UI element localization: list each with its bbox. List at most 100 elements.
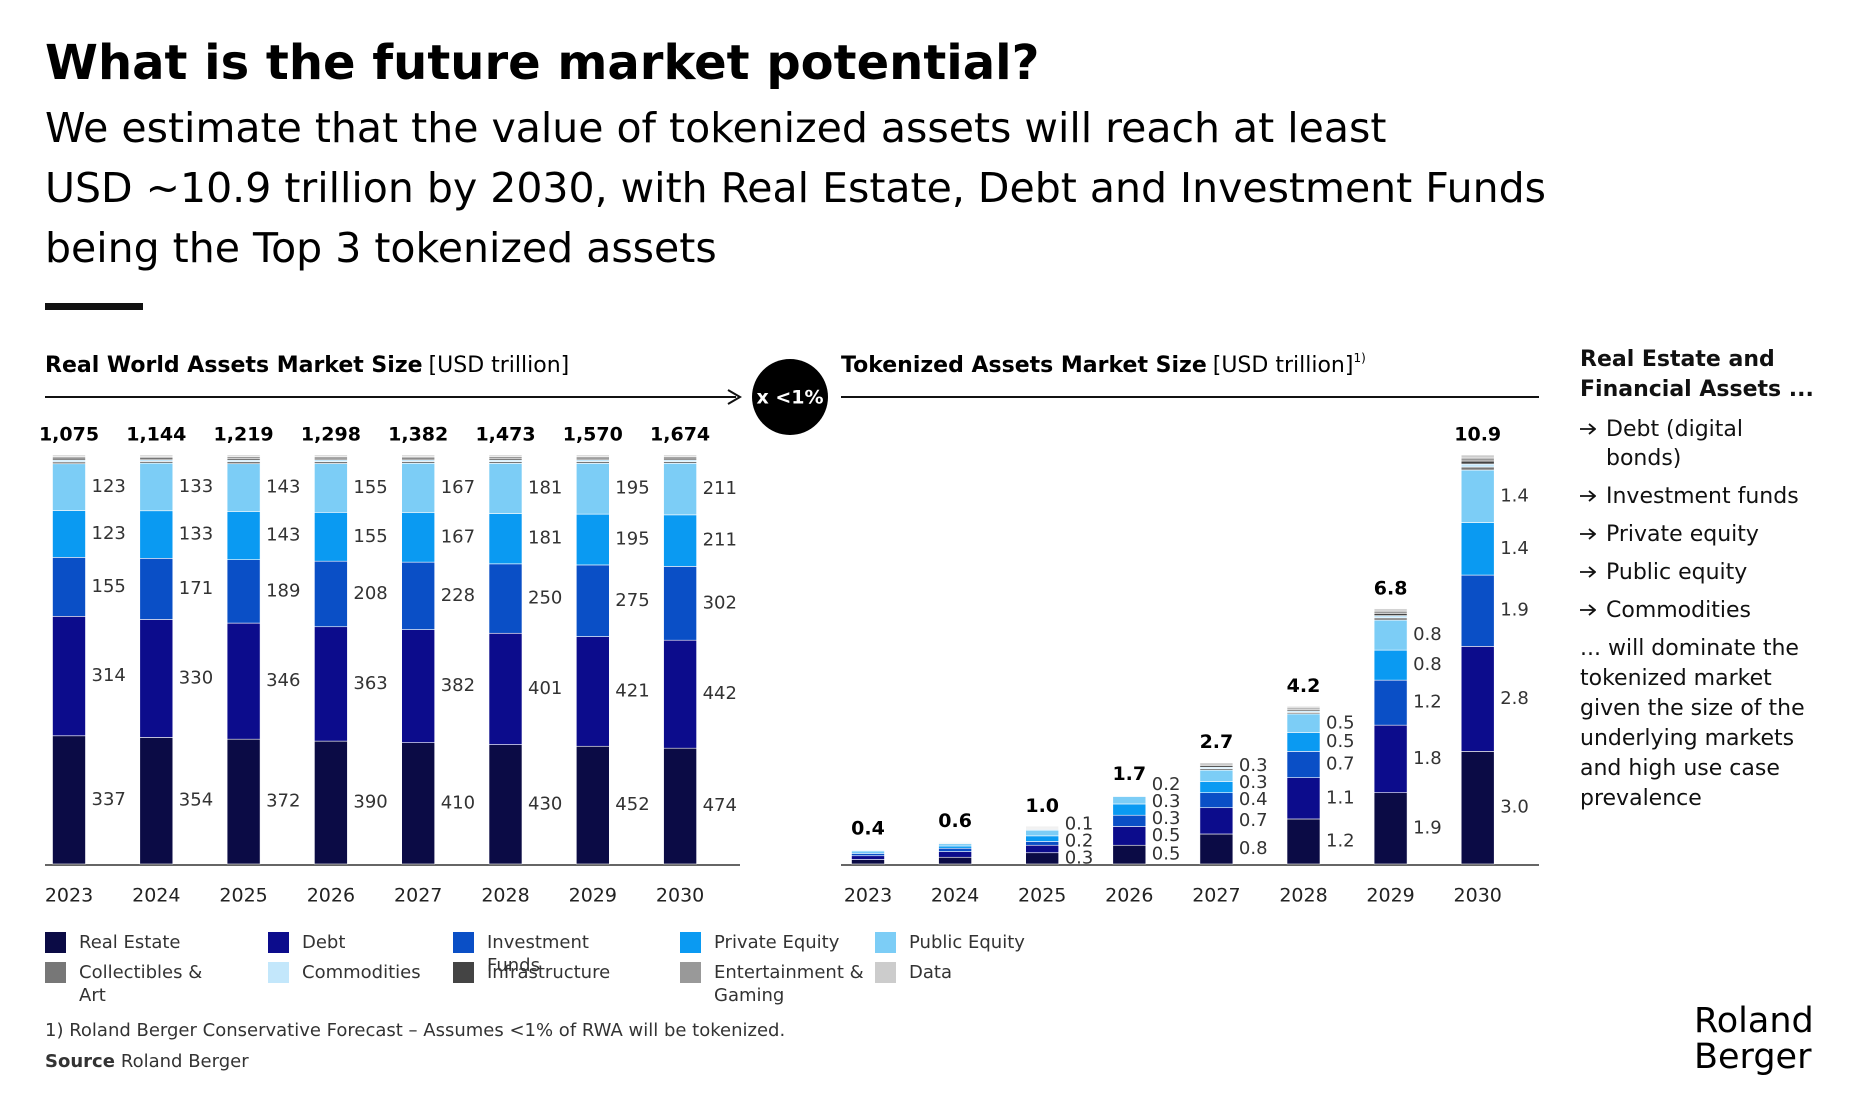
bar-segment [1460, 469, 1495, 523]
bar-segment [488, 513, 523, 565]
data-label: 1.4 [1500, 485, 1529, 506]
legend-label: Private Equity [714, 932, 840, 953]
bar-segment [1199, 792, 1234, 809]
total-label: 1,674 [650, 424, 710, 446]
bar-segment [226, 622, 261, 740]
badge-text: x <1% [756, 387, 823, 409]
data-label: 390 [353, 792, 387, 813]
data-label: 330 [179, 667, 213, 688]
bar-segment [1373, 617, 1408, 621]
x-tick-label: 2028 [481, 885, 529, 907]
bar-segment [1199, 762, 1234, 765]
bar-segment [52, 616, 86, 737]
data-label: 337 [92, 789, 126, 810]
data-label: 195 [615, 478, 649, 499]
legend-swatch [453, 932, 474, 953]
legend-swatch [268, 932, 289, 953]
legend-item: Public Equity [875, 932, 1059, 954]
data-label: 1.8 [1413, 748, 1442, 769]
data-label: 133 [179, 476, 213, 497]
bar-segment [1199, 833, 1234, 865]
bar-segment [401, 512, 436, 563]
side-item-text: Investment funds [1606, 484, 1799, 509]
bar-segment [1112, 844, 1147, 865]
bar-segment [1112, 826, 1147, 846]
side-item: Private equity [1580, 520, 1830, 549]
legend-label: Infrastructure [487, 962, 611, 983]
x-tick-label: 2027 [1192, 885, 1240, 907]
title: What is the future market potential? [45, 35, 1039, 91]
data-label: 1.9 [1500, 600, 1529, 621]
legend-label: Real Estate [79, 932, 181, 953]
data-label: 302 [703, 592, 737, 613]
bar-segment [575, 745, 610, 865]
data-label: 0.7 [1239, 810, 1268, 831]
bar-segment [1373, 615, 1408, 619]
legend-label: Collectibles & Art [79, 962, 203, 1006]
bar-segment [1025, 852, 1059, 865]
bar-segment [1460, 463, 1495, 468]
subtitle-line: being the Top 3 tokenized assets [45, 224, 717, 272]
legend-swatch [680, 962, 701, 983]
arrow-icon [1580, 528, 1596, 540]
bar-segment [52, 735, 86, 865]
bar-segment [314, 512, 348, 562]
data-label: 372 [266, 791, 300, 812]
source-text: Roland Berger [121, 1051, 249, 1072]
legend-swatch [453, 962, 474, 983]
data-label: 0.5 [1152, 844, 1181, 865]
data-label: 250 [528, 588, 562, 609]
legend-swatch [875, 962, 896, 983]
x-tick-label: 2027 [394, 885, 442, 907]
bar-segment [488, 632, 523, 745]
bar-segment [1025, 835, 1059, 842]
bar-segment [488, 563, 523, 634]
x-tick-label: 2029 [1366, 885, 1414, 907]
bar-segment [851, 859, 885, 865]
bar-segment [575, 513, 610, 566]
data-label: 0.2 [1065, 830, 1094, 851]
bar-segment [1373, 608, 1408, 612]
bar-segment [52, 510, 86, 558]
bar-segment [1286, 706, 1321, 709]
bar-segment [401, 462, 436, 514]
data-label: 143 [266, 525, 300, 546]
legend-label: Data [909, 962, 952, 983]
total-label: 1,219 [214, 424, 274, 446]
footnote: 1) Roland Berger Conservative Forecast –… [45, 1020, 785, 1041]
legend-item: Commodities [268, 962, 452, 984]
logo-line: Berger [1694, 1037, 1812, 1077]
bar-segment [1373, 619, 1408, 651]
data-label: 211 [703, 478, 737, 499]
legend-label: Commodities [302, 962, 421, 983]
data-label: 314 [92, 665, 126, 686]
bar-segment [401, 629, 436, 743]
data-label: 0.3 [1152, 791, 1181, 812]
bar-segment [575, 564, 610, 637]
side-item-text: Commodities [1606, 598, 1751, 623]
data-label: 189 [266, 580, 300, 601]
bar-segment [226, 454, 261, 457]
x-tick-label: 2028 [1279, 885, 1327, 907]
bar-segment [575, 454, 610, 457]
bar-segment [851, 855, 885, 860]
chart-header: Real World Assets Market Size [USD trilli… [45, 353, 569, 378]
legend-swatch [875, 932, 896, 953]
bar-segment [226, 559, 261, 624]
data-label: 167 [441, 526, 475, 547]
side-panel: Real Estate and Financial Assets ... Deb… [1580, 345, 1830, 814]
arrow [1580, 604, 1596, 616]
total-label: 1.7 [1112, 763, 1146, 785]
bar-segment [1460, 751, 1495, 865]
bar-segment [938, 851, 972, 858]
data-label: 0.3 [1239, 755, 1268, 776]
data-label: 155 [92, 576, 126, 597]
bar-segment [851, 853, 885, 857]
data-label: 0.7 [1326, 754, 1355, 775]
bar-segment [1373, 649, 1408, 681]
bar-segment [226, 511, 261, 560]
data-label: 0.3 [1239, 772, 1268, 793]
bar-segment [1025, 826, 1059, 828]
